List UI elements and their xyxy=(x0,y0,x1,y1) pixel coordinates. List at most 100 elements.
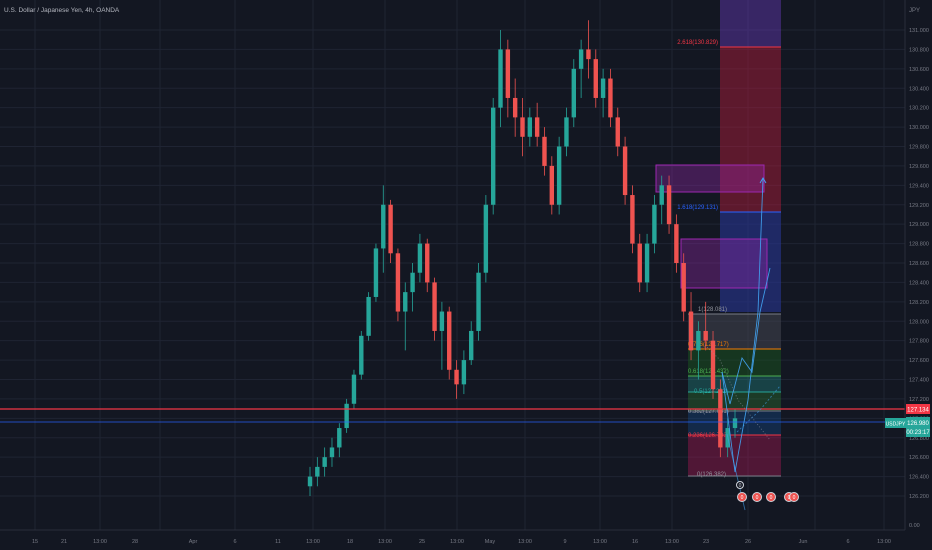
candle xyxy=(710,330,716,399)
candle xyxy=(534,102,540,147)
candle xyxy=(564,107,569,157)
fib-zone-blue xyxy=(720,212,781,312)
candle xyxy=(615,107,620,157)
event-marker xyxy=(736,481,744,489)
time-tick-label: 13:00 xyxy=(518,539,532,545)
candle xyxy=(527,107,533,147)
time-tick-label: 21 xyxy=(61,539,67,545)
target-box-lower[interactable] xyxy=(680,238,768,289)
candle xyxy=(498,30,503,128)
price-tick-label: 129.400 xyxy=(909,183,929,189)
candle xyxy=(315,457,320,487)
current-price-tag[interactable] xyxy=(906,417,930,437)
fib-label-0618: 0.618(127.432) xyxy=(688,369,729,375)
candle xyxy=(359,330,364,380)
fib-zone-top-purple xyxy=(720,0,781,47)
candle xyxy=(718,379,723,458)
candle xyxy=(652,195,657,254)
event-markers[interactable]: 0 0 0 0 0 0 xyxy=(736,481,799,502)
price-tick-label: 126.200 xyxy=(909,494,929,500)
event-marker xyxy=(766,492,776,502)
event-marker xyxy=(752,492,762,502)
time-tick-label: 16 xyxy=(632,539,638,545)
candle xyxy=(432,277,437,341)
symbol-tag[interactable] xyxy=(885,418,906,428)
price-tick-label: 130.200 xyxy=(909,106,929,112)
candle xyxy=(593,49,598,108)
candlestick-series xyxy=(307,20,738,496)
candle xyxy=(512,78,518,137)
event-marker-label: 0 xyxy=(756,495,759,501)
time-tick-label: 28 xyxy=(132,539,138,545)
price-tick-label: 0.00 xyxy=(909,523,920,529)
time-tick-label: 13:00 xyxy=(665,539,679,545)
candle xyxy=(425,238,430,293)
time-tick-label: 13:00 xyxy=(306,539,320,545)
candle xyxy=(586,20,591,79)
time-axis[interactable] xyxy=(0,530,905,550)
time-tick-label: Jun xyxy=(799,539,808,545)
chart-title: U.S. Dollar / Japanese Yen, 4h, OANDA xyxy=(4,7,120,14)
time-tick-label: 13:00 xyxy=(378,539,392,545)
candle xyxy=(608,68,613,128)
red-level-tag[interactable] xyxy=(906,404,930,414)
time-tick-label: 18 xyxy=(347,539,353,545)
candle xyxy=(344,398,349,433)
candle xyxy=(556,136,562,215)
time-tick-label: 13:00 xyxy=(593,539,607,545)
time-tick-label: May xyxy=(485,539,496,545)
fib-label-1618: 1.618(129.131) xyxy=(677,205,718,211)
candle xyxy=(410,263,415,312)
fib-retracement[interactable]: 1(128.081) 0.786(127.717) 0.618(127.432)… xyxy=(688,307,781,478)
candle xyxy=(373,243,379,302)
fib-label-0786: 0.786(127.717) xyxy=(688,342,729,348)
time-tick-label: 9 xyxy=(563,539,566,545)
target-box-upper[interactable] xyxy=(655,164,765,193)
price-tick-label: 130.000 xyxy=(909,125,929,131)
candle xyxy=(674,214,679,273)
candle xyxy=(366,292,371,341)
price-tick-label: 129.000 xyxy=(909,222,929,228)
time-axis-labels: 15 21 13:00 28 Apr 6 11 13:00 18 13:00 25 13:00 May 1… xyxy=(32,539,891,545)
candle xyxy=(600,68,606,118)
candle xyxy=(351,369,357,409)
fib-label-0: 0(126.382) xyxy=(697,472,726,478)
candle xyxy=(659,175,664,225)
price-tick-label: 129.800 xyxy=(909,145,929,151)
candle xyxy=(461,350,467,395)
price-tick-label: 130.600 xyxy=(909,67,929,73)
candle xyxy=(696,321,701,380)
price-tick-label: 129.200 xyxy=(909,203,929,209)
candle xyxy=(578,39,584,98)
price-tick-label: 126.800 xyxy=(909,436,929,442)
event-marker xyxy=(737,492,747,502)
price-tick-label: 130.800 xyxy=(909,47,929,53)
time-tick-label: 6 xyxy=(233,539,236,545)
time-tick-label: 11 xyxy=(275,539,281,545)
fib-label-0382: 0.382(127.031) xyxy=(688,409,729,415)
time-tick-label: 6 xyxy=(846,539,849,545)
price-tick-label: 129.600 xyxy=(909,164,929,170)
candle xyxy=(542,127,547,176)
time-tick-label: 23 xyxy=(703,539,709,545)
time-tick-label: 13:00 xyxy=(450,539,464,545)
price-tick-label: 128.800 xyxy=(909,242,929,248)
price-tick-label: 131.000 xyxy=(909,28,929,34)
price-tick-label: 126.600 xyxy=(909,455,929,461)
candle xyxy=(322,447,327,477)
candle xyxy=(483,195,489,283)
price-tick-label: 127.200 xyxy=(909,397,929,403)
fib-label-1: 1(128.081) xyxy=(698,307,727,313)
time-tick-label: 26 xyxy=(745,539,751,545)
candle xyxy=(388,199,393,263)
time-tick-label: 25 xyxy=(419,539,425,545)
price-tick-label: 128.200 xyxy=(909,300,929,306)
candle xyxy=(381,185,386,273)
event-marker-label: 0 xyxy=(788,495,791,501)
candle xyxy=(703,301,708,351)
candle xyxy=(732,408,738,438)
price-axis[interactable] xyxy=(905,0,932,550)
candle-countdown: 00:23:17 xyxy=(906,430,930,436)
event-marker xyxy=(789,492,799,502)
